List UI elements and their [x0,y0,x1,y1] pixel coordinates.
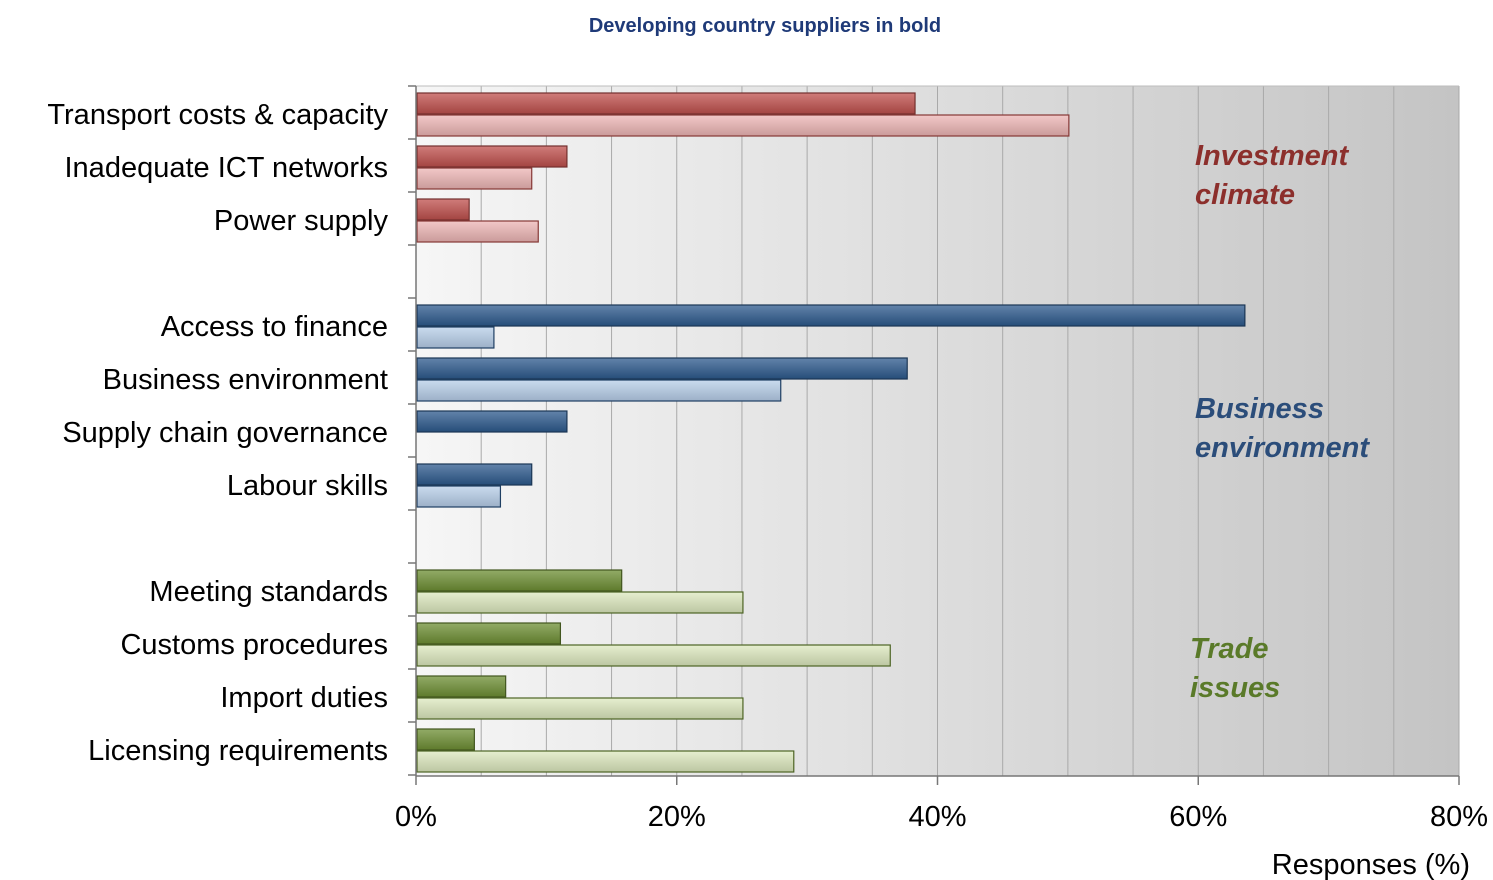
bar-lead-firms [416,114,1070,137]
bar-lead-firms [416,591,744,614]
bar-lead-firms [416,485,502,508]
bar-lead-firms [416,697,744,720]
category-label: Inadequate ICT networks [65,152,389,184]
group-label: climate [1195,179,1295,211]
bar-developing [416,728,475,751]
x-tick-label: 80% [1430,801,1488,833]
bar-lead-firms [416,379,782,402]
bar-lead-firms [416,220,539,243]
x-tick-label: 20% [648,801,706,833]
bar-developing [416,357,908,380]
x-tick-label: 40% [908,801,966,833]
axes [408,85,1460,785]
category-label: Labour skills [227,470,388,502]
category-label: Business environment [103,364,388,396]
group-label: Investment [1195,140,1349,172]
x-axis-title: Responses (%) [1272,849,1470,880]
bar-developing [416,463,533,486]
bar-developing [416,622,562,645]
category-labels: Transport costs & capacity Inadequate ICT… [47,99,388,767]
bar-developing [416,569,623,592]
bar-developing [416,410,568,433]
bar-lead-firms [416,326,495,349]
category-label: Licensing requirements [88,735,388,767]
bar-developing [416,198,470,221]
category-label: Supply chain governance [62,417,388,449]
group-label: issues [1190,672,1280,704]
x-tick-label: 60% [1169,801,1227,833]
x-tick-label: 0% [395,801,437,833]
group-label: environment [1195,432,1370,464]
group-label: Business [1195,393,1324,425]
bar-lead-firms [416,644,891,667]
bars [416,92,1246,773]
category-label: Transport costs & capacity [47,99,388,131]
chart-subtitle: Developing country suppliers in bold [589,15,941,37]
x-tick-labels: 0% 20% 40% 60% 80% [395,801,1488,833]
category-label: Power supply [214,205,389,237]
group-labels: Investment climate Business environment Trad… [1190,140,1370,704]
gridlines [416,85,1460,776]
group-label: Trade [1190,633,1268,665]
bar-developing [416,145,568,168]
category-label: Meeting standards [149,576,388,608]
category-label: Access to finance [161,311,388,343]
bar-lead-firms [416,750,795,773]
category-label: Customs procedures [120,629,388,661]
bar-developing [416,92,916,115]
category-label: Import duties [220,682,388,714]
bar-developing [416,675,507,698]
bar-developing [416,304,1246,327]
bar-lead-firms [416,167,533,190]
